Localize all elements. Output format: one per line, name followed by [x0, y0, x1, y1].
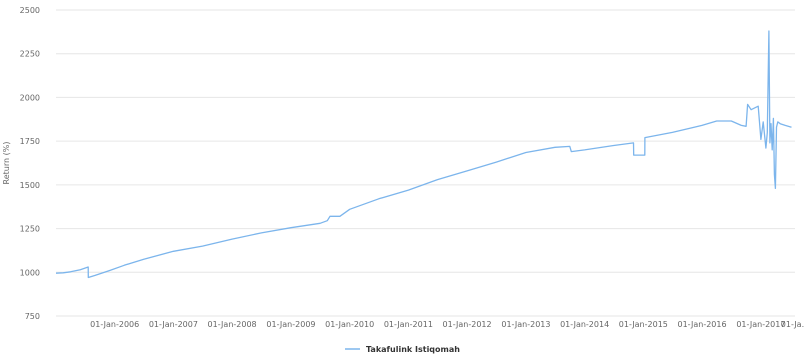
grid-lines	[56, 9, 795, 317]
y-tick-label: 2500	[20, 6, 40, 15]
x-tick-label: 01-Jan-2011	[384, 320, 433, 329]
x-tick-label: 01-Jan-2013	[501, 320, 550, 329]
x-tick-label: 01-Jan-2008	[208, 320, 257, 329]
y-tick-label: 1500	[20, 181, 40, 190]
x-tick-label: 01-Jan-2007	[149, 320, 198, 329]
x-tick-label: 01-Jan-2006	[90, 320, 139, 329]
series-layer	[55, 30, 792, 279]
x-tick-label: 01-Jan-2016	[677, 320, 726, 329]
x-axis-ticks: 01-Jan-2006 01-Jan-2007 01-Jan-2008 01-Jan-…	[90, 320, 804, 329]
series-line[interactable]	[55, 30, 792, 279]
x-tick-label: 01-Jan-2009	[266, 320, 315, 329]
y-tick-label: 2000	[20, 93, 40, 102]
y-axis-title: Return (%)	[2, 142, 11, 185]
y-axis-ticks: 750 1000 1250 1500 1750 2000 2250 2500	[20, 6, 40, 321]
y-tick-label: 1000	[20, 268, 40, 277]
y-tick-label: 2250	[20, 50, 40, 59]
y-tick-label: 1250	[20, 225, 40, 234]
x-tick-label: 01-Jan-2014	[560, 320, 609, 329]
legend-series-label: Takafulink Istiqomah	[366, 345, 460, 354]
x-tick-label: 01-Jan-2010	[325, 320, 374, 329]
y-tick-label: 1750	[20, 137, 40, 146]
x-tick-label: 01-Ja...	[781, 320, 804, 329]
x-tick-label: 01-Jan-2012	[443, 320, 492, 329]
x-tick-label: 01-Jan-2017	[736, 320, 785, 329]
legend[interactable]: Takafulink Istiqomah	[345, 345, 460, 354]
y-tick-label: 750	[25, 312, 40, 321]
x-tick-label: 01-Jan-2015	[619, 320, 668, 329]
